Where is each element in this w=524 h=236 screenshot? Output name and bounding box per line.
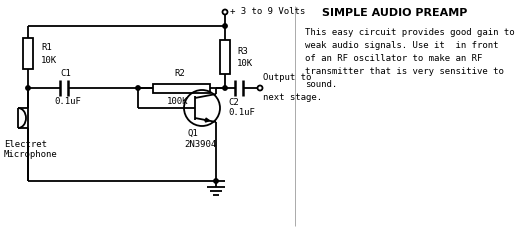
Text: Microphone: Microphone [4, 150, 58, 159]
Text: 0.1uF: 0.1uF [54, 97, 81, 106]
Text: This easy circuit provides good gain to: This easy circuit provides good gain to [305, 28, 515, 37]
Circle shape [223, 24, 227, 28]
Text: C1: C1 [60, 69, 71, 78]
Text: R3: R3 [237, 46, 248, 55]
Text: C2: C2 [228, 98, 239, 107]
Text: R1: R1 [41, 43, 52, 52]
Circle shape [223, 86, 227, 90]
FancyArrow shape [204, 118, 210, 122]
Bar [220, 40, 230, 74]
Text: 10K: 10K [41, 56, 57, 65]
Text: Electret: Electret [4, 140, 47, 149]
Text: 2N3904: 2N3904 [184, 140, 216, 149]
Text: transmitter that is very sensitive to: transmitter that is very sensitive to [305, 67, 504, 76]
Text: SIMPLE AUDIO PREAMP: SIMPLE AUDIO PREAMP [322, 8, 468, 18]
Text: 0.1uF: 0.1uF [228, 108, 255, 117]
Circle shape [214, 179, 218, 183]
Text: 10K: 10K [237, 59, 253, 68]
Text: R2: R2 [174, 69, 185, 78]
Text: next stage.: next stage. [263, 93, 322, 102]
Text: Output to: Output to [263, 73, 311, 82]
Circle shape [26, 86, 30, 90]
Text: + 3 to 9 Volts: + 3 to 9 Volts [230, 8, 305, 17]
Bar [23, 38, 33, 69]
Text: Q1: Q1 [188, 129, 199, 138]
Bar [153, 84, 210, 93]
Circle shape [136, 86, 140, 90]
Text: sound.: sound. [305, 80, 337, 89]
Text: weak audio signals. Use it  in front: weak audio signals. Use it in front [305, 41, 498, 50]
Text: of an RF oscillator to make an RF: of an RF oscillator to make an RF [305, 54, 483, 63]
Text: 100K: 100K [167, 97, 188, 106]
